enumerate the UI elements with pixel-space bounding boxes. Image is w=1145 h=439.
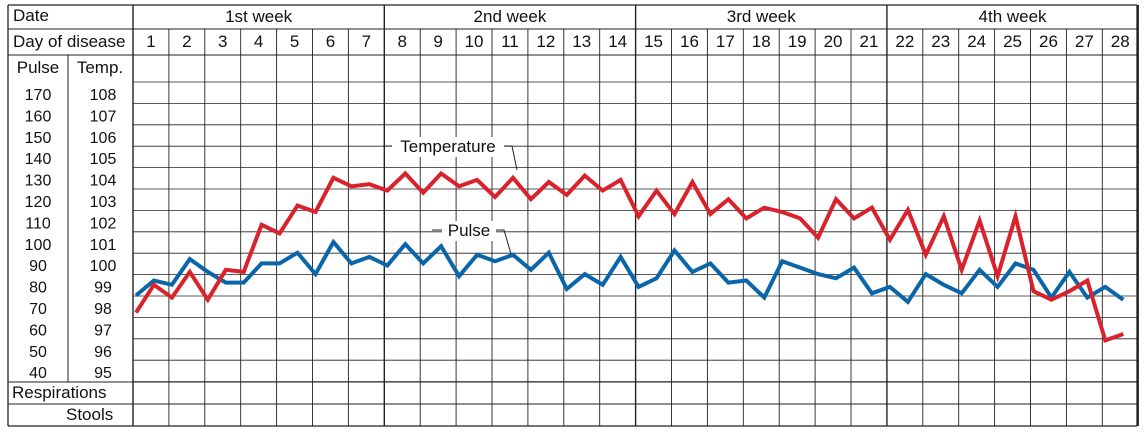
day-number: 17	[716, 32, 735, 51]
pulse-scale-label: 50	[29, 344, 47, 361]
day-number: 24	[967, 32, 986, 51]
day-number: 15	[644, 32, 663, 51]
week-label: 4th week	[979, 7, 1048, 26]
temp-scale-label: 95	[94, 365, 112, 382]
temp-scale-label: 103	[90, 194, 117, 211]
day-number: 27	[1075, 32, 1094, 51]
temp-scale-label: 101	[90, 237, 117, 254]
day-number: 6	[326, 32, 335, 51]
day-number: 1	[146, 32, 155, 51]
day-number: 19	[788, 32, 807, 51]
pulse-scale-label: 90	[29, 258, 47, 275]
day-number: 16	[680, 32, 699, 51]
chart-annotations: Temperature Pulse	[383, 137, 518, 255]
temp-scale-label: 105	[90, 151, 117, 168]
day-number: 9	[433, 32, 442, 51]
day-number: 28	[1111, 32, 1130, 51]
temp-scale-label: 98	[94, 301, 112, 318]
day-number: 18	[752, 32, 771, 51]
day-of-disease-label: Day of disease	[13, 32, 125, 51]
pulse-scale-label: 110	[25, 215, 51, 232]
chart-grid	[7, 4, 1139, 427]
day-number: 4	[254, 32, 263, 51]
pulse-scale-label: 150	[25, 130, 52, 147]
day-number: 14	[608, 32, 627, 51]
day-number: 2	[182, 32, 191, 51]
temp-scale-label: 102	[90, 215, 117, 232]
temperature-annotation: Temperature	[400, 137, 495, 156]
pulse-annotation-bg	[442, 221, 496, 241]
day-number: 3	[218, 32, 227, 51]
day-number: 5	[290, 32, 299, 51]
week-label: 3rd week	[727, 7, 796, 26]
pulse-scale-label: 100	[25, 237, 52, 254]
temperature-leader-right	[504, 145, 518, 171]
pulse-scale-label: 140	[25, 151, 52, 168]
stools-label: Stools	[66, 405, 113, 424]
day-number: 21	[859, 32, 878, 51]
pulse-scale-label: 80	[29, 280, 47, 297]
pulse-scale-label: 60	[29, 322, 47, 339]
date-label: Date	[13, 6, 49, 25]
chart-series	[134, 170, 1125, 343]
pulse-scale-label: 160	[25, 108, 52, 125]
temp-scale-label: 104	[90, 173, 117, 190]
temp-scale-label: 108	[90, 87, 117, 104]
pulse-series-line	[134, 238, 1125, 305]
temperature-series-line	[134, 170, 1124, 343]
temperature-annotation-bg	[392, 137, 504, 157]
temp-column-label: Temp.	[77, 58, 123, 77]
temp-scale-label: 107	[90, 108, 117, 125]
day-number: 23	[931, 32, 950, 51]
temp-scale-label: 100	[90, 258, 117, 275]
respirations-label: Respirations	[12, 383, 107, 402]
day-number: 26	[1039, 32, 1058, 51]
day-number: 20	[824, 32, 843, 51]
week-label: 1st week	[225, 7, 293, 26]
day-number: 12	[536, 32, 555, 51]
pulse-scale-label: 130	[25, 173, 52, 190]
day-number: 25	[1003, 32, 1022, 51]
temp-scale-label: 106	[90, 130, 117, 147]
day-number: 11	[501, 32, 519, 51]
week-label: 2nd week	[474, 7, 547, 26]
day-number: 10	[465, 32, 484, 51]
pulse-column-label: Pulse	[17, 58, 60, 77]
pulse-annotation: Pulse	[448, 221, 491, 240]
day-number: 8	[398, 32, 407, 51]
day-number: 22	[895, 32, 914, 51]
chart-labels: Date 1st week 2nd week 3rd week 4th week Day …	[12, 6, 1130, 424]
temp-scale-label: 96	[94, 344, 112, 361]
pulse-scale-label: 170	[25, 87, 52, 104]
pulse-scale-label: 40	[29, 365, 47, 382]
pulse-scale-label: 70	[29, 301, 47, 318]
pulse-scale-label: 120	[25, 194, 52, 211]
day-number: 13	[572, 32, 591, 51]
day-number: 7	[362, 32, 371, 51]
temp-scale-label: 99	[94, 280, 112, 297]
pulse-leader-right	[496, 229, 512, 255]
temp-scale-label: 97	[94, 322, 112, 339]
